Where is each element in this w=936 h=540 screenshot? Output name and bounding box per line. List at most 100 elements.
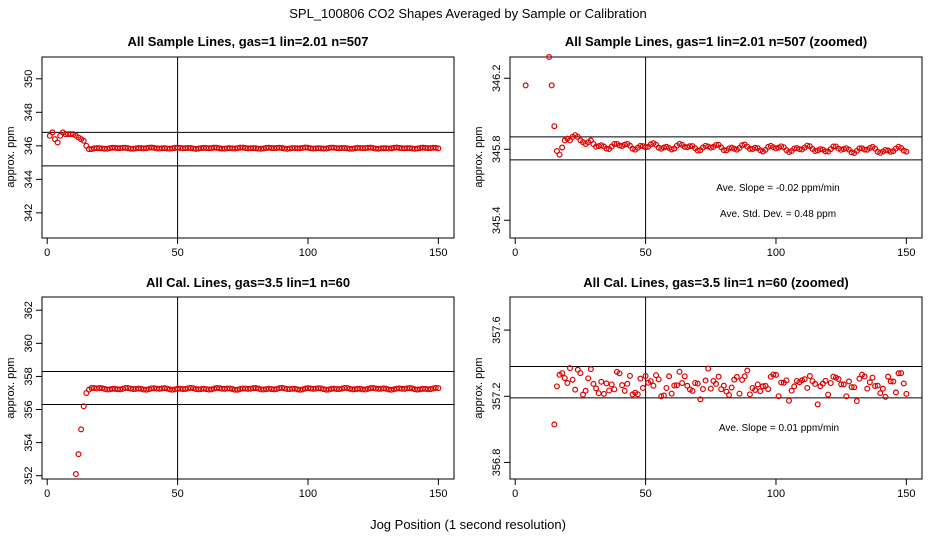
data-point xyxy=(593,385,600,392)
data-point xyxy=(616,370,623,377)
data-point xyxy=(775,393,782,400)
data-point xyxy=(804,384,811,391)
data-point xyxy=(663,384,670,391)
data-point xyxy=(702,142,709,149)
data-point xyxy=(559,370,566,377)
data-point xyxy=(606,387,613,394)
data-point xyxy=(619,382,626,389)
y-tick-label: 348 xyxy=(23,103,35,121)
data-point xyxy=(164,385,171,392)
data-point xyxy=(882,146,889,153)
data-point xyxy=(559,144,566,151)
data-point xyxy=(556,151,563,158)
figure-title: SPL_100806 CO2 Shapes Averaged by Sample… xyxy=(289,6,647,21)
data-point xyxy=(383,385,390,392)
data-point xyxy=(872,382,879,389)
data-point xyxy=(686,143,693,150)
data-point xyxy=(569,376,576,383)
data-point xyxy=(712,141,719,148)
data-point xyxy=(812,380,819,387)
data-point xyxy=(600,390,607,397)
y-tick-label: 352 xyxy=(23,467,35,485)
data-point xyxy=(887,378,894,385)
data-point xyxy=(668,146,675,153)
data-point xyxy=(726,391,733,398)
data-point xyxy=(582,387,589,394)
data-point xyxy=(699,386,706,393)
y-tick-label: 345.8 xyxy=(491,136,503,164)
data-point xyxy=(796,146,803,153)
data-point xyxy=(822,148,829,155)
data-point xyxy=(752,144,759,151)
y-tick-label: 357.6 xyxy=(491,316,503,344)
x-tick-label: 50 xyxy=(171,247,183,259)
data-point xyxy=(190,385,197,392)
panel-cal-lines: All Cal. Lines, gas=3.5 lin=1 n=60 appro… xyxy=(5,275,455,500)
data-point xyxy=(728,384,735,391)
data-point xyxy=(80,137,87,144)
data-point xyxy=(715,373,722,380)
data-point xyxy=(608,381,615,388)
panel-title: All Cal. Lines, gas=3.5 lin=1 n=60 (zoom… xyxy=(583,275,849,290)
data-point xyxy=(778,143,785,150)
x-tick-label: 50 xyxy=(639,247,651,259)
data-point xyxy=(746,145,753,152)
data-point xyxy=(843,393,850,400)
y-tick-label: 345.4 xyxy=(491,206,503,234)
y-tick-label: 360 xyxy=(23,334,35,352)
data-point xyxy=(885,373,892,380)
x-tick-label: 0 xyxy=(512,488,518,500)
data-point xyxy=(117,386,124,393)
data-point xyxy=(658,393,665,400)
data-point xyxy=(388,386,395,393)
data-point xyxy=(548,82,555,89)
figure-xlabel: Jog Position (1 second resolution) xyxy=(370,517,566,532)
data-point xyxy=(432,144,439,151)
data-point xyxy=(804,142,811,149)
data-point xyxy=(812,148,819,155)
data-point xyxy=(54,139,61,146)
data-point xyxy=(772,145,779,152)
data-point xyxy=(585,375,592,382)
data-point xyxy=(299,386,306,393)
data-point xyxy=(783,377,790,384)
x-tick-label: 100 xyxy=(299,247,317,259)
data-point xyxy=(697,396,704,403)
data-point xyxy=(297,386,304,393)
data-point xyxy=(362,386,369,393)
data-point xyxy=(835,376,842,383)
data-point xyxy=(406,384,413,391)
y-axis-label: approx. ppm xyxy=(5,357,17,418)
data-point xyxy=(895,370,902,377)
data-point xyxy=(856,375,863,382)
data-point xyxy=(587,366,594,373)
data-point xyxy=(143,386,150,393)
data-point xyxy=(770,371,777,378)
data-point xyxy=(689,387,696,394)
data-point xyxy=(598,378,605,385)
panel-title: All Sample Lines, gas=1 lin=2.01 n=507 xyxy=(128,34,369,49)
data-point xyxy=(736,390,743,397)
data-point xyxy=(879,385,886,392)
x-tick-label: 50 xyxy=(171,488,183,500)
data-point xyxy=(380,385,387,392)
data-point xyxy=(692,379,699,386)
data-point xyxy=(208,386,215,393)
data-point xyxy=(671,382,678,389)
data-point xyxy=(772,371,779,378)
y-tick-label: 358 xyxy=(23,367,35,385)
plot-frame xyxy=(41,56,455,239)
data-point xyxy=(733,373,740,380)
data-point xyxy=(642,144,649,151)
data-point xyxy=(848,384,855,391)
data-point xyxy=(603,145,610,152)
data-point xyxy=(874,382,881,389)
data-point xyxy=(187,384,194,391)
data-point xyxy=(182,385,189,392)
data-point xyxy=(825,391,832,398)
data-point xyxy=(624,380,631,387)
data-point xyxy=(739,142,746,149)
data-point xyxy=(546,53,553,60)
data-point xyxy=(650,382,657,389)
x-tick-label: 100 xyxy=(767,488,785,500)
